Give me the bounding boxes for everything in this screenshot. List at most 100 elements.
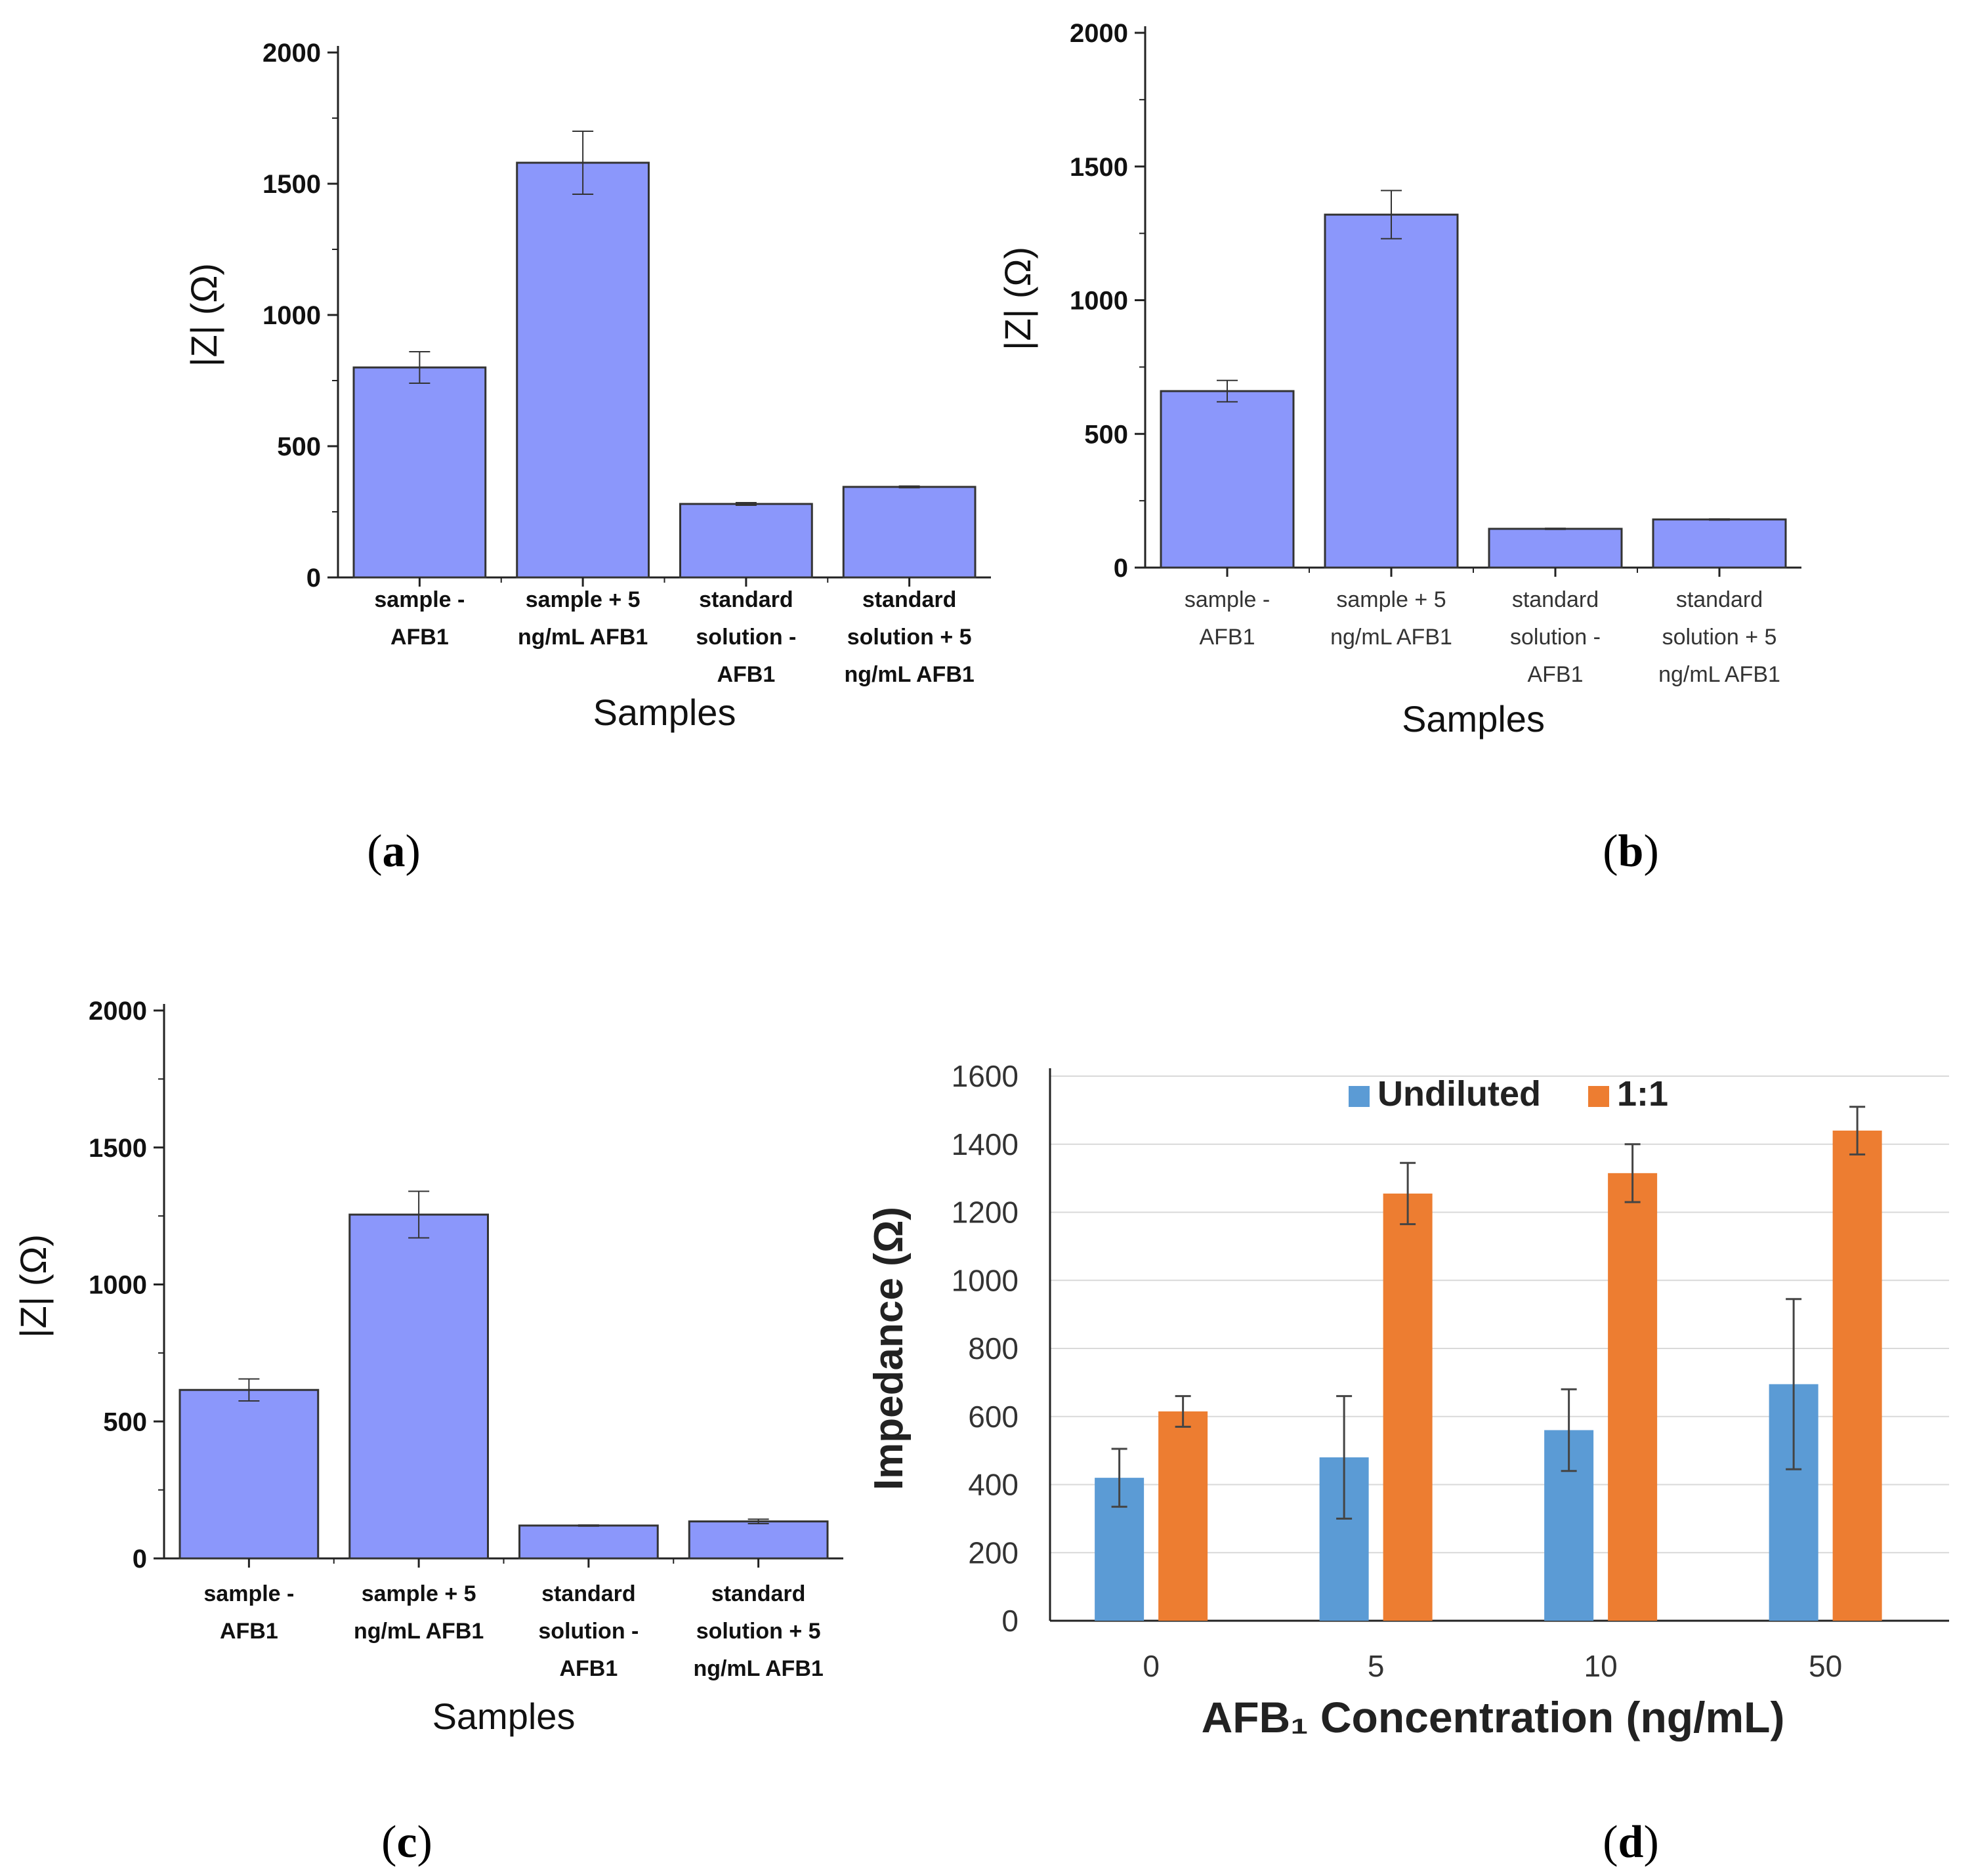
x-category-label: ng/mL AFB1	[518, 625, 648, 650]
y-tick-label: 1000	[89, 1271, 147, 1300]
panel-label-paren: (	[1603, 826, 1618, 877]
bar	[1652, 518, 1787, 569]
panel-label-d: (d)	[1603, 1817, 1659, 1867]
x-category-label: standard	[1512, 587, 1599, 612]
bar-one-to-one	[1383, 1193, 1433, 1621]
y-tick-label: 200	[968, 1535, 1019, 1570]
x-category-label: standard	[862, 587, 957, 612]
panel-label-a: (a)	[367, 826, 421, 877]
x-category-label: ng/mL AFB1	[1658, 662, 1780, 687]
bar	[1324, 213, 1459, 569]
bar	[352, 366, 487, 579]
x-category-label: solution + 5	[696, 1619, 821, 1644]
panel-label-paren: )	[1643, 1817, 1658, 1867]
y-tick-label: 2000	[263, 39, 321, 68]
x-category-label: solution -	[538, 1619, 639, 1644]
bar	[518, 1524, 659, 1560]
bar	[179, 1388, 320, 1560]
x-tick-label: 5	[1368, 1649, 1385, 1683]
x-category-label: ng/mL AFB1	[354, 1619, 484, 1644]
legend-label: 1:1	[1617, 1074, 1668, 1114]
legend-label: Undiluted	[1377, 1074, 1541, 1114]
bar-one-to-one	[1832, 1131, 1882, 1621]
panel-label-b: (b)	[1603, 826, 1659, 877]
bar	[679, 503, 813, 579]
y-tick-label: 1500	[89, 1134, 147, 1163]
panel-label-paren: )	[417, 1817, 432, 1867]
panel-label-letter: c	[396, 1817, 417, 1867]
y-tick-label: 0	[1114, 554, 1128, 583]
x-category-label: standard	[541, 1581, 636, 1606]
x-axis-title: Samples	[1402, 698, 1545, 740]
x-category-label: standard	[711, 1581, 806, 1606]
x-tick-label: 10	[1584, 1649, 1618, 1683]
y-tick-label: 1500	[263, 170, 321, 199]
x-category-label: sample -	[203, 1581, 294, 1606]
x-axis-title: AFB₁ Concentration (ng/mL)	[1202, 1693, 1785, 1741]
x-category-label: ng/mL AFB1	[693, 1656, 823, 1681]
x-tick-label: 0	[1143, 1649, 1160, 1683]
panel-c: 0 500 1000 1500 2000 sample - AFB1 sample + 5 ng…	[12, 997, 843, 1737]
panel-label-letter: b	[1618, 826, 1644, 877]
x-category-label: solution -	[1510, 625, 1601, 650]
panel-label-paren: (	[367, 826, 382, 877]
y-tick-label: 0	[306, 564, 321, 593]
panel-label-letter: d	[1618, 1817, 1644, 1867]
y-tick-label: 2000	[89, 997, 147, 1026]
y-axis-title: |Z| (Ω)	[12, 1234, 54, 1338]
panel-label-paren: )	[1643, 826, 1658, 877]
bar-one-to-one	[1158, 1411, 1208, 1621]
y-axis-title: Impedance (Ω)	[866, 1207, 912, 1490]
x-category-label: AFB1	[1527, 662, 1583, 687]
y-tick-label: 1600	[952, 1059, 1019, 1093]
bar	[688, 1520, 829, 1560]
bar	[1488, 528, 1623, 569]
bar	[516, 161, 650, 579]
legend-swatch	[1349, 1086, 1370, 1107]
panel-b: 0 500 1000 1500 2000 sample - AFB1 sample + 5 ng…	[997, 19, 1801, 740]
y-tick-label: 1000	[952, 1263, 1019, 1297]
bar	[1160, 390, 1295, 569]
x-category-label: ng/mL AFB1	[844, 662, 974, 687]
bar	[842, 486, 977, 579]
y-tick-label: 1400	[952, 1127, 1019, 1161]
panel-label-paren: (	[1603, 1817, 1618, 1867]
y-tick-label: 800	[968, 1331, 1019, 1365]
y-tick-label: 500	[277, 432, 321, 461]
y-tick-label: 0	[1001, 1604, 1019, 1638]
y-tick-label: 400	[968, 1468, 1019, 1502]
x-category-label: sample + 5	[526, 587, 641, 612]
y-axis-title: |Z| (Ω)	[183, 263, 224, 367]
x-category-label: AFB1	[559, 1656, 618, 1681]
y-axis-title: |Z| (Ω)	[997, 247, 1038, 350]
panel-d: 0 200 400 600 800 1000 1200 1400 1600 0 5 10 50 Undil…	[866, 1059, 1949, 1741]
x-category-label: solution -	[696, 625, 796, 650]
y-tick-label: 600	[968, 1400, 1019, 1434]
x-tick-label: 50	[1809, 1649, 1842, 1683]
x-category-label: sample -	[374, 587, 465, 612]
y-tick-label: 1500	[1070, 153, 1128, 182]
y-tick-label: 500	[1084, 420, 1128, 449]
x-category-label: AFB1	[717, 662, 775, 687]
x-category-label: sample + 5	[362, 1581, 476, 1606]
x-axis-title: Samples	[593, 692, 736, 733]
x-axis-title: Samples	[432, 1696, 576, 1737]
y-tick-label: 1200	[952, 1196, 1019, 1230]
y-tick-label: 500	[103, 1407, 147, 1436]
bar-one-to-one	[1608, 1173, 1658, 1621]
panel-label-paren: )	[406, 826, 421, 877]
y-tick-label: 1000	[263, 301, 321, 330]
panel-label-paren: (	[381, 1817, 396, 1867]
x-category-label: sample + 5	[1336, 587, 1446, 612]
x-category-label: ng/mL AFB1	[1330, 625, 1452, 650]
x-category-label: solution + 5	[847, 625, 972, 650]
bar	[348, 1213, 489, 1560]
panel-label-letter: a	[383, 826, 406, 877]
x-category-label: AFB1	[1199, 625, 1255, 650]
x-category-label: standard	[699, 587, 793, 612]
legend-swatch	[1588, 1086, 1609, 1107]
y-tick-label: 1000	[1070, 287, 1128, 316]
x-category-label: standard	[1676, 587, 1763, 612]
x-category-label: AFB1	[390, 625, 449, 650]
